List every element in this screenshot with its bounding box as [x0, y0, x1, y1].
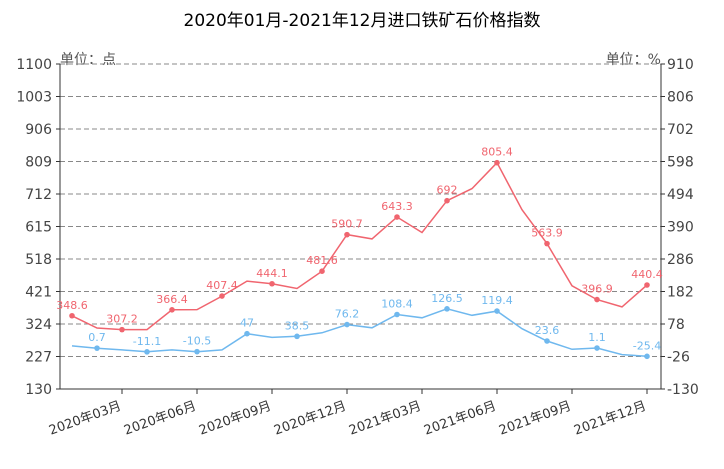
data-label: 481.6 [306, 254, 338, 267]
data-label: 119.4 [481, 294, 513, 307]
data-label: 563.9 [531, 227, 563, 240]
tick-labels: 1100 910 1003 806 906 702 809 598 712 494 615 390 51… [16, 57, 698, 439]
right-tick-label: 182 [667, 285, 694, 301]
x-tick-label: 2020年03月 [47, 399, 123, 439]
data-point [169, 306, 175, 313]
data-point [69, 312, 75, 319]
data-label: -25.4 [633, 339, 661, 352]
right-tick-label: 702 [667, 122, 694, 138]
left-tick-label: 712 [25, 187, 52, 203]
data-point [119, 326, 125, 333]
data-label: 38.5 [285, 319, 310, 332]
left-tick-label: 1100 [16, 57, 52, 73]
left-axis-unit: 单位：点 [60, 52, 116, 68]
data-point [219, 293, 225, 299]
chart-title: 2020年01月-2021年12月进口铁矿石价格指数 [184, 11, 541, 31]
right-tick-label: 390 [667, 220, 694, 236]
data-label: 23.6 [535, 324, 560, 337]
left-tick-label: 518 [25, 252, 52, 268]
data-point [644, 353, 650, 360]
x-tick-label: 2021年03月 [347, 399, 423, 439]
grid [60, 63, 661, 357]
data-point [344, 231, 350, 238]
right-tick-label: 598 [667, 155, 694, 171]
data-label: 47 [240, 317, 254, 330]
data-label: 0.7 [88, 331, 106, 344]
data-label: 444.1 [256, 267, 288, 280]
data-point [344, 321, 350, 328]
right-tick-label: 78 [667, 317, 685, 333]
data-point [94, 345, 100, 351]
data-label: 692 [437, 184, 458, 197]
data-point [319, 268, 325, 274]
data-point [494, 159, 500, 166]
data-labels: 348.6 307.2 366.4 407.4 444.1 481.6 590.7 643.3… [56, 146, 663, 353]
left-tick-label: 421 [25, 285, 52, 301]
data-label: 1.1 [588, 331, 606, 344]
data-point [444, 306, 450, 312]
series-line-1 [71, 161, 648, 331]
data-label: 366.4 [156, 293, 188, 306]
x-tick-label: 2020年09月 [197, 399, 273, 439]
data-label: -11.1 [133, 335, 161, 348]
data-label: 348.6 [56, 299, 88, 312]
x-tick-label: 2020年12月 [272, 399, 348, 439]
data-label: 76.2 [335, 308, 360, 321]
data-point [544, 240, 550, 247]
data-label: 108.4 [381, 298, 413, 311]
data-label: 590.7 [331, 218, 363, 231]
data-label: 126.5 [431, 292, 463, 305]
left-tick-label: 130 [25, 382, 52, 398]
x-tick-label: 2021年06月 [422, 399, 498, 439]
data-label: 396.9 [581, 283, 613, 296]
data-label: -10.5 [183, 335, 211, 348]
data-label: 440.4 [631, 268, 663, 281]
data-point [494, 308, 500, 314]
x-tick-label: 2020年06月 [122, 399, 198, 439]
series-line-2 [71, 308, 648, 358]
left-tick-label: 324 [25, 317, 52, 333]
right-tick-label: -26 [667, 350, 690, 366]
data-point [594, 296, 600, 303]
data-point [294, 333, 300, 340]
data-point [544, 338, 550, 344]
data-point [144, 349, 150, 355]
data-point [394, 311, 400, 318]
left-tick-label: 809 [25, 155, 52, 171]
right-axis-unit: 单位：% [606, 52, 661, 68]
left-tick-label: 1003 [16, 90, 52, 106]
data-point [194, 348, 200, 355]
data-point [594, 345, 600, 351]
x-tick-label: 2021年09月 [497, 399, 573, 439]
axes [56, 63, 665, 394]
right-tick-label: -130 [667, 382, 699, 398]
data-label: 407.4 [206, 279, 238, 292]
data-point [644, 282, 650, 288]
data-point [444, 197, 450, 204]
data-point [394, 214, 400, 220]
left-tick-label: 227 [25, 350, 52, 366]
right-tick-label: 494 [667, 187, 694, 203]
x-tick-label: 2021年12月 [572, 399, 648, 439]
series-layer [69, 159, 650, 360]
right-tick-label: 286 [667, 252, 694, 268]
right-tick-label: 806 [667, 90, 694, 106]
data-point [244, 330, 250, 337]
left-tick-label: 615 [25, 220, 52, 236]
data-label: 307.2 [106, 313, 138, 326]
left-tick-label: 906 [25, 122, 52, 138]
right-tick-label: 910 [667, 57, 694, 73]
data-label: 805.4 [481, 146, 513, 159]
data-point [269, 280, 275, 287]
data-label: 643.3 [381, 200, 413, 213]
